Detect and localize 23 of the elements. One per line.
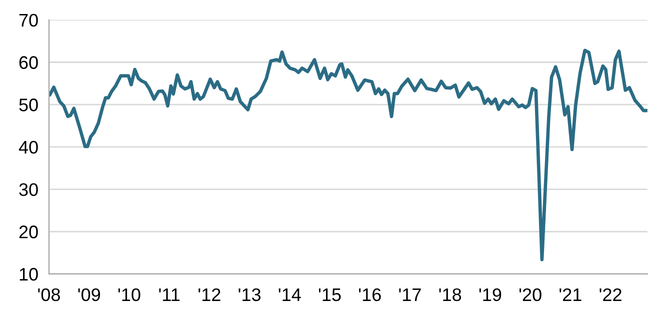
y-tick-label: 30 <box>19 183 38 196</box>
x-tick-label: '11 <box>159 288 180 301</box>
line-series <box>48 48 648 262</box>
y-tick-label: 70 <box>19 14 38 27</box>
x-tick-label: '17 <box>399 288 421 301</box>
x-tick-label: '18 <box>439 288 462 302</box>
x-tick-label: '08 <box>38 288 60 302</box>
x-tick-label: '14 <box>278 288 301 301</box>
x-tick-label: '21 <box>560 288 582 301</box>
x-tick-label: '22 <box>600 288 622 301</box>
x-tick-label: '12 <box>198 288 220 301</box>
y-tick-label: 40 <box>18 140 38 154</box>
x-tick-label: '15 <box>318 288 341 302</box>
x-tick-label: '10 <box>118 288 140 302</box>
x-tick-label: '20 <box>519 288 542 302</box>
y-tick-label: 50 <box>19 98 38 112</box>
x-tick-label: '09 <box>78 288 100 302</box>
x-tick-label: '16 <box>359 288 381 302</box>
y-tick-label: 60 <box>19 56 38 69</box>
x-tick-label: '19 <box>479 288 502 302</box>
y-tick-label: 10 <box>20 268 38 281</box>
y-tick-label: 20 <box>19 226 38 238</box>
x-tick-label: '13 <box>238 288 261 302</box>
